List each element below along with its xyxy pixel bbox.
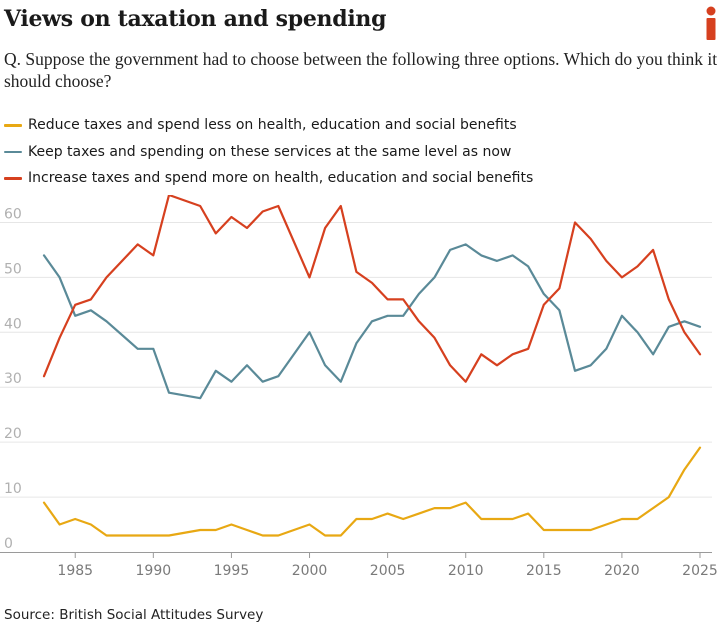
chart-legend: Reduce taxes and spend less on health, e… — [4, 112, 533, 192]
chart-subtitle: Q. Suppose the government had to choose … — [4, 49, 718, 91]
series-line-reduce — [42, 446, 702, 537]
x-tick-label-2010: 2010 — [448, 563, 484, 579]
y-tick-label-20: 20 — [4, 426, 22, 442]
source-note: Source: British Social Attitudes Survey — [4, 607, 264, 623]
line-chart: 0 10 20 30 40 50 60 1985 1990 1995 2000 2005 2010 201… — [0, 195, 718, 579]
legend-label-reduce: Reduce taxes and spend less on health, e… — [28, 117, 517, 134]
legend-item-increase: Increase taxes and spend more on health,… — [4, 165, 533, 192]
y-tick-label-0: 0 — [4, 536, 13, 552]
chart-title: Views on taxation and spending — [4, 6, 387, 32]
legend-label-increase: Increase taxes and spend more on health,… — [28, 170, 534, 187]
y-tick-label-50: 50 — [4, 261, 22, 277]
legend-item-keep: Keep taxes and spending on these service… — [4, 139, 533, 166]
series-line-increase — [42, 195, 702, 383]
legend-label-keep: Keep taxes and spending on these service… — [28, 143, 512, 160]
y-tick-label-40: 40 — [4, 316, 22, 332]
x-tick-label-2005: 2005 — [370, 563, 406, 579]
y-tick-label-60: 60 — [4, 206, 22, 222]
y-tick-label-10: 10 — [4, 481, 22, 497]
x-tick-label-2020: 2020 — [604, 563, 640, 579]
legend-swatch-reduce — [4, 124, 22, 127]
x-tick-label-1995: 1995 — [214, 563, 250, 579]
series-line-keep — [42, 243, 702, 400]
y-tick-label-30: 30 — [4, 371, 22, 387]
x-tick-label-1990: 1990 — [136, 563, 172, 579]
legend-swatch-increase — [4, 177, 22, 180]
legend-item-reduce: Reduce taxes and spend less on health, e… — [4, 112, 533, 139]
x-tick-label-2025: 2025 — [682, 563, 718, 579]
legend-swatch-keep — [4, 150, 22, 153]
x-tick-label-1985: 1985 — [57, 563, 93, 579]
x-tick-label-2000: 2000 — [292, 563, 328, 579]
brand-logo-icon — [706, 6, 716, 40]
x-tick-label-2015: 2015 — [526, 563, 562, 579]
